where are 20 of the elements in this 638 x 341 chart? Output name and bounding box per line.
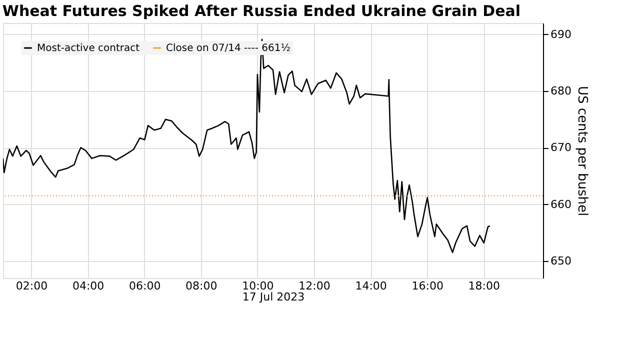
y-tick-label: 660 [550, 198, 572, 211]
x-tick-label: 08:00 [186, 280, 218, 292]
y-tick-label: 680 [550, 84, 572, 98]
legend-label: Most-active contract [37, 43, 140, 54]
line-series [3, 38, 490, 254]
x-tick-label: 02:00 [16, 280, 48, 292]
x-tick-label: 06:00 [129, 280, 161, 292]
y-axis-title: US cents per bushel [574, 86, 590, 216]
legend-label: Close on 07/14 ---- 661½ [166, 43, 291, 54]
x-axis-title: 17 Jul 2023 [242, 290, 305, 304]
y-tick-label: 690 [550, 28, 572, 41]
chart-title: Wheat Futures Spiked After Russia Ended Ukraine Grain Deal [2, 2, 521, 20]
x-tick-label: 12:00 [298, 280, 330, 292]
y-tick-label: 670 [550, 141, 572, 154]
y-tick-label: 650 [550, 254, 572, 268]
x-tick-label: 18:00 [468, 280, 500, 292]
x-tick-label: 14:00 [355, 280, 387, 292]
x-tick-label: 04:00 [72, 280, 104, 292]
x-tick-label: 10:00 [242, 280, 274, 292]
x-tick-label: 16:00 [412, 280, 444, 292]
